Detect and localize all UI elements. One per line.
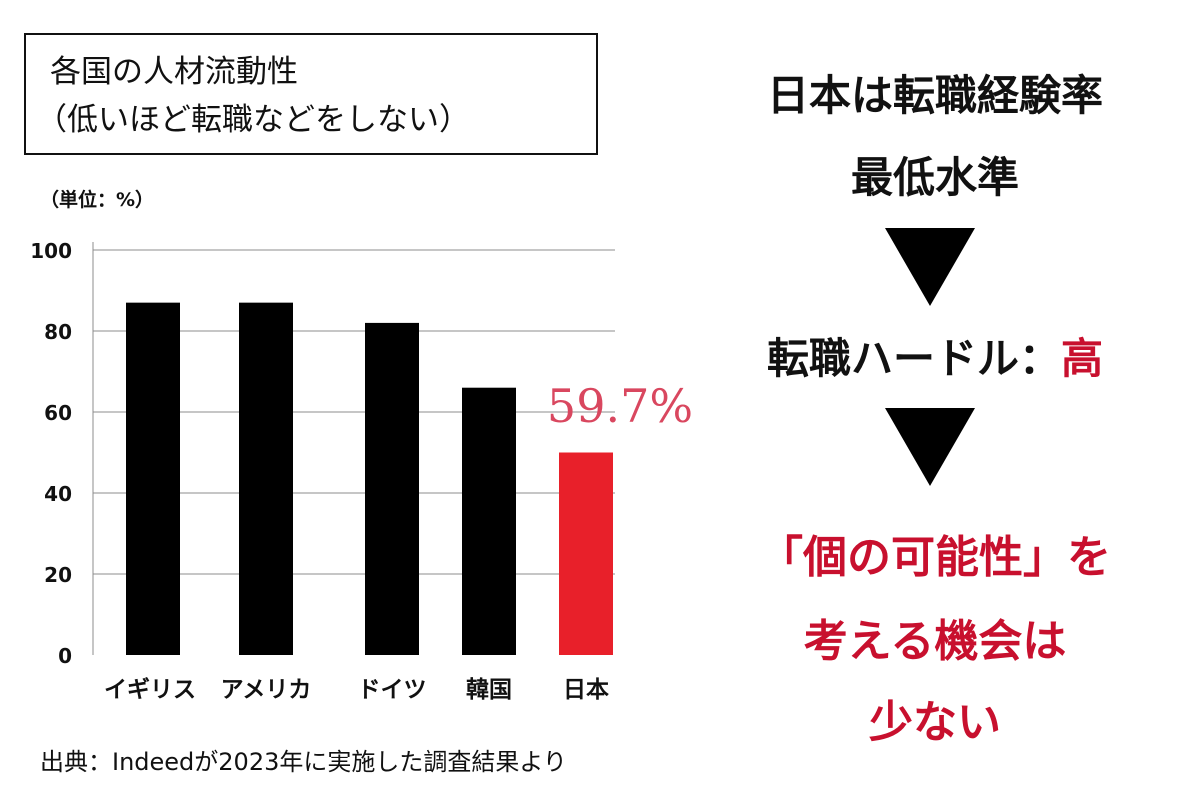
- data-label-highlight: 59.7%: [547, 379, 693, 433]
- bar-highlight: [559, 452, 613, 655]
- x-category-label: 韓国: [466, 676, 512, 703]
- message-line-4: 「個の可能性」を: [759, 532, 1111, 583]
- x-category-label: アメリカ: [221, 677, 312, 703]
- source-note: 出典：Indeedが2023年に実施した調査結果より: [40, 748, 567, 776]
- y-tick-label: 40: [44, 482, 72, 506]
- chart-title: 各国の人材流動性: [50, 54, 298, 90]
- message-line-1: 日本は転職経験率: [766, 71, 1103, 120]
- bar: [126, 302, 180, 655]
- message-line-6: 少ない: [869, 697, 1001, 748]
- y-tick-label: 60: [44, 401, 72, 425]
- hurdle-value: 高: [1061, 334, 1104, 383]
- y-tick-label: 20: [44, 563, 72, 587]
- chart-subtitle: （低いほど転職などをしない）: [36, 102, 470, 138]
- hurdle-label: 転職ハードル：: [766, 334, 1061, 383]
- message-line-2: 最低水準: [850, 153, 1019, 202]
- message-line-5: 考える機会は: [803, 616, 1067, 667]
- bar-chart: 0 20 40 60 80 100 イギリス アメリカ ドイツ 韓国 日本 59.7%: [30, 239, 693, 703]
- x-category-label: イギリス: [104, 677, 196, 703]
- x-category-label: ドイツ: [358, 677, 427, 703]
- y-tick-label: 100: [30, 239, 72, 263]
- down-arrow-icon: [885, 408, 975, 486]
- unit-label: （単位：%）: [40, 189, 155, 211]
- down-arrow-icon: [885, 228, 975, 306]
- bar: [365, 322, 419, 655]
- x-category-label: 日本: [563, 677, 609, 703]
- chart-title-box: 各国の人材流動性 （低いほど転職などをしない）: [24, 33, 598, 155]
- y-tick-label: 80: [44, 320, 72, 344]
- message-line-3: 転職ハードル：高: [700, 331, 1170, 387]
- bar: [462, 387, 516, 655]
- bar: [239, 302, 293, 655]
- y-tick-label: 0: [58, 644, 72, 668]
